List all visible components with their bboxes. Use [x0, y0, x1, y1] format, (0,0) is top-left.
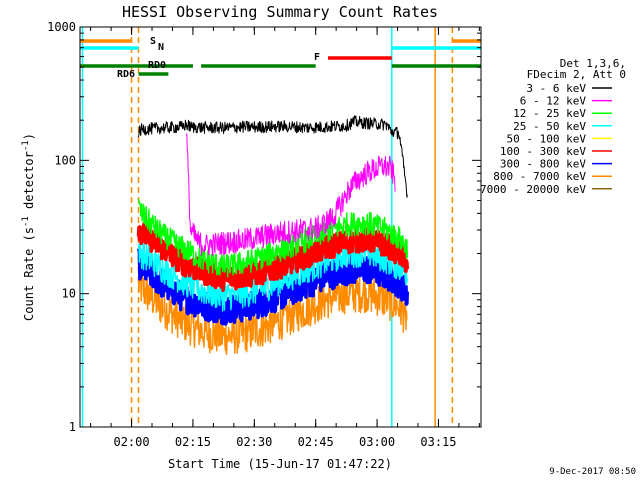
series-line-1 — [185, 133, 396, 257]
x-tick-label-0: 02:00 — [113, 435, 149, 449]
x-tick-label-2: 02:30 — [236, 435, 272, 449]
vertical-markers — [81, 27, 454, 427]
legend-label-1: 6 - 12 keV — [520, 95, 587, 108]
legend-label-3: 25 - 50 keV — [513, 120, 586, 133]
band-label-rd6: RD6 — [117, 69, 135, 80]
y-tick-label-0: 1 — [69, 420, 76, 434]
axis-ticks: 02:00 02:15 02:30 02:45 03:00 03:15 1 10 100 1000 — [47, 20, 481, 449]
x-tick-label-3: 02:45 — [298, 435, 334, 449]
y-axis-label: Count Rate (s-1 detector-1) — [21, 133, 36, 321]
legend-label-0: 3 - 6 keV — [526, 82, 586, 95]
legend-header-line-2: FDecim 2, Att 0 — [527, 68, 626, 81]
chart-title: HESSI Observing Summary Count Rates — [122, 3, 438, 21]
series-line-7 — [137, 265, 408, 356]
legend-label-8: 7000 - 20000 keV — [480, 183, 586, 196]
series-lines — [136, 115, 410, 356]
status-bands: SN RD0 RD6 F — [80, 36, 481, 80]
legend-label-5: 100 - 300 keV — [500, 145, 586, 158]
y-tick-label-1: 10 — [62, 287, 76, 301]
band-label-n: N — [158, 42, 164, 53]
legend-label-6: 300 - 800 keV — [500, 158, 586, 171]
series-line-3 — [137, 237, 408, 312]
series-line-2 — [137, 198, 408, 278]
y-tick-label-2: 100 — [54, 153, 76, 167]
band-label-rd0: RD0 — [148, 60, 166, 71]
legend-label-4: 50 - 100 keV — [507, 132, 587, 145]
x-tick-label-5: 03:15 — [420, 435, 456, 449]
band-label-f: F — [314, 52, 320, 63]
x-axis-label: Start Time (15-Jun-17 01:47:22) — [168, 457, 392, 471]
series-line-0 — [138, 115, 408, 198]
x-tick-label-1: 02:15 — [175, 435, 211, 449]
legend-label-2: 12 - 25 keV — [513, 107, 586, 120]
legend-header-line-1: Det 1,3,6, — [560, 57, 626, 70]
x-tick-label-4: 03:00 — [359, 435, 395, 449]
y-tick-label-3: 1000 — [47, 20, 76, 34]
band-label-s: S — [150, 36, 156, 47]
legend-label-7: 800 - 7000 keV — [493, 170, 586, 183]
plot-frame — [79, 26, 482, 428]
series-line-5 — [136, 221, 410, 293]
timestamp: 9-Dec-2017 08:50 — [549, 467, 636, 477]
